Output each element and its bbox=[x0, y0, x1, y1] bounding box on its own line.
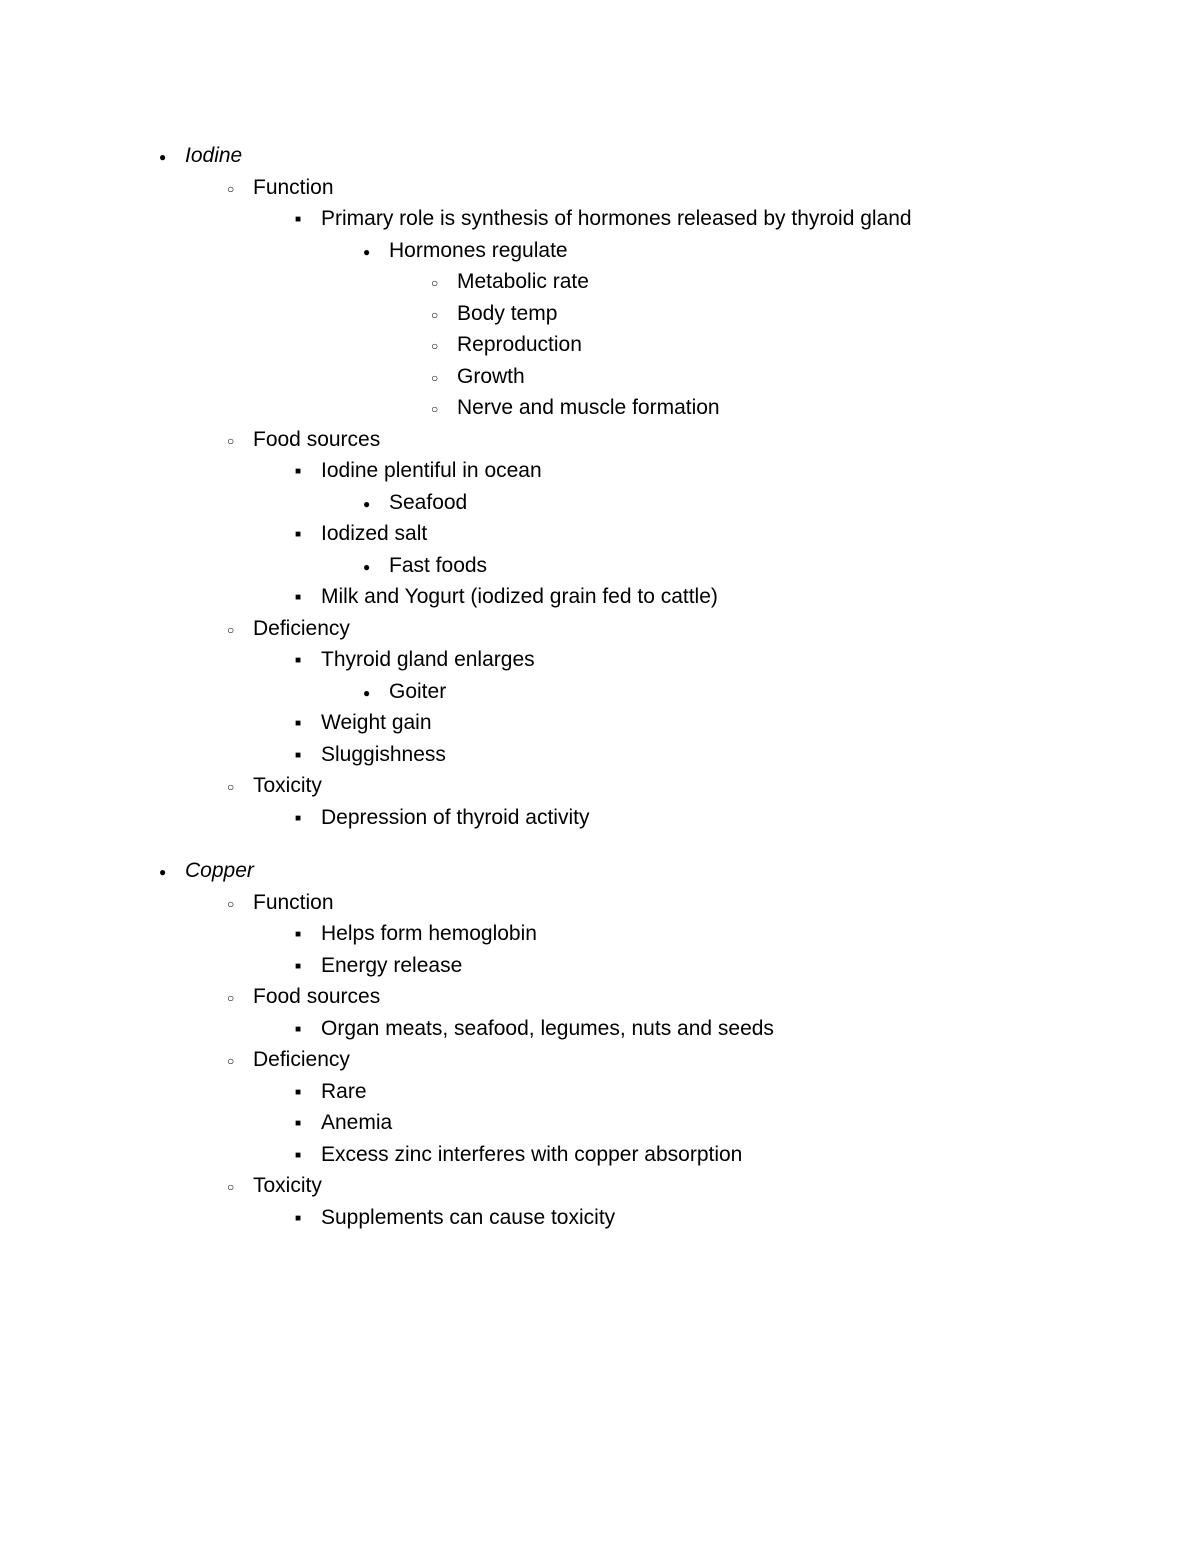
regulate-metabolic-text: Metabolic rate bbox=[457, 270, 589, 293]
food-iodized-salt-text: Iodized salt bbox=[321, 522, 427, 545]
copper-toxicity-label: Toxicity bbox=[253, 1174, 322, 1197]
iodine-toxicity: Toxicity Depression of thyroid activity bbox=[213, 770, 1100, 833]
toxicity-list: Depression of thyroid activity bbox=[281, 802, 1100, 834]
copper-toxicity: Toxicity Supplements can cause toxicity bbox=[213, 1170, 1100, 1233]
deficiency-weightgain-text: Weight gain bbox=[321, 711, 432, 734]
copper-supplements-text: Supplements can cause toxicity bbox=[321, 1206, 615, 1229]
copper-toxicity-list: Supplements can cause toxicity bbox=[281, 1202, 1100, 1234]
copper-function-label: Function bbox=[253, 891, 334, 914]
outline-root-2: Copper Function Helps form hemoglobin En… bbox=[145, 855, 1100, 1233]
function-label: Function bbox=[253, 176, 334, 199]
food-sources-list: Iodine plentiful in ocean Seafood Iodize… bbox=[281, 455, 1100, 613]
deficiency-weightgain: Weight gain bbox=[281, 707, 1100, 739]
function-primary: Primary role is synthesis of hormones re… bbox=[281, 203, 1100, 424]
copper-zinc: Excess zinc interferes with copper absor… bbox=[281, 1139, 1100, 1171]
toxicity-depression-text: Depression of thyroid activity bbox=[321, 806, 589, 829]
food-ocean: Iodine plentiful in ocean Seafood bbox=[281, 455, 1100, 518]
regulate-bodytemp: Body temp bbox=[417, 298, 1100, 330]
copper-organ: Organ meats, seafood, legumes, nuts and … bbox=[281, 1013, 1100, 1045]
outline-root: Iodine Function Primary role is synthesi… bbox=[145, 140, 1100, 833]
iodine-title: Iodine bbox=[185, 144, 242, 167]
hormones-regulate-text: Hormones regulate bbox=[389, 239, 568, 262]
toxicity-depression: Depression of thyroid activity bbox=[281, 802, 1100, 834]
copper-deficiency-list: Rare Anemia Excess zinc interferes with … bbox=[281, 1076, 1100, 1171]
copper-function: Function Helps form hemoglobin Energy re… bbox=[213, 887, 1100, 982]
copper-deficiency-label: Deficiency bbox=[253, 1048, 350, 1071]
copper-sections: Function Helps form hemoglobin Energy re… bbox=[213, 887, 1100, 1234]
hormones-list: Hormones regulate Metabolic rate Body te… bbox=[349, 235, 1100, 424]
iodine-item: Iodine Function Primary role is synthesi… bbox=[145, 140, 1100, 833]
deficiency-list: Thyroid gland enlarges Goiter Weight gai… bbox=[281, 644, 1100, 770]
copper-zinc-text: Excess zinc interferes with copper absor… bbox=[321, 1143, 742, 1166]
food-ocean-text: Iodine plentiful in ocean bbox=[321, 459, 542, 482]
function-primary-text: Primary role is synthesis of hormones re… bbox=[321, 207, 912, 230]
copper-deficiency: Deficiency Rare Anemia Excess zinc inter… bbox=[213, 1044, 1100, 1170]
function-list: Primary role is synthesis of hormones re… bbox=[281, 203, 1100, 424]
food-salt-sub: Fast foods bbox=[349, 550, 1100, 582]
copper-energy-text: Energy release bbox=[321, 954, 462, 977]
regulate-items: Metabolic rate Body temp Reproduction Gr… bbox=[417, 266, 1100, 424]
regulate-nerve: Nerve and muscle formation bbox=[417, 392, 1100, 424]
iodine-food-sources: Food sources Iodine plentiful in ocean S… bbox=[213, 424, 1100, 613]
copper-food-sources: Food sources Organ meats, seafood, legum… bbox=[213, 981, 1100, 1044]
copper-item: Copper Function Helps form hemoglobin En… bbox=[145, 855, 1100, 1233]
toxicity-label: Toxicity bbox=[253, 774, 322, 797]
copper-anemia-text: Anemia bbox=[321, 1111, 392, 1134]
food-fastfoods-text: Fast foods bbox=[389, 554, 487, 577]
copper-energy: Energy release bbox=[281, 950, 1100, 982]
regulate-reproduction-text: Reproduction bbox=[457, 333, 582, 356]
food-seafood-text: Seafood bbox=[389, 491, 467, 514]
copper-food-list: Organ meats, seafood, legumes, nuts and … bbox=[281, 1013, 1100, 1045]
food-ocean-sub: Seafood bbox=[349, 487, 1100, 519]
regulate-bodytemp-text: Body temp bbox=[457, 302, 557, 325]
iodine-deficiency: Deficiency Thyroid gland enlarges Goiter… bbox=[213, 613, 1100, 771]
copper-rare-text: Rare bbox=[321, 1080, 367, 1103]
copper-title: Copper bbox=[185, 859, 254, 882]
deficiency-sluggishness: Sluggishness bbox=[281, 739, 1100, 771]
copper-food-label: Food sources bbox=[253, 985, 380, 1008]
regulate-nerve-text: Nerve and muscle formation bbox=[457, 396, 720, 419]
regulate-growth: Growth bbox=[417, 361, 1100, 393]
copper-anemia: Anemia bbox=[281, 1107, 1100, 1139]
copper-rare: Rare bbox=[281, 1076, 1100, 1108]
regulate-growth-text: Growth bbox=[457, 365, 525, 388]
copper-hemoglobin-text: Helps form hemoglobin bbox=[321, 922, 537, 945]
copper-function-list: Helps form hemoglobin Energy release bbox=[281, 918, 1100, 981]
iodine-sections: Function Primary role is synthesis of ho… bbox=[213, 172, 1100, 834]
food-sources-label: Food sources bbox=[253, 428, 380, 451]
hormones-regulate: Hormones regulate Metabolic rate Body te… bbox=[349, 235, 1100, 424]
deficiency-thyroid-text: Thyroid gland enlarges bbox=[321, 648, 535, 671]
deficiency-label: Deficiency bbox=[253, 617, 350, 640]
copper-supplements: Supplements can cause toxicity bbox=[281, 1202, 1100, 1234]
deficiency-goiter: Goiter bbox=[349, 676, 1100, 708]
copper-hemoglobin: Helps form hemoglobin bbox=[281, 918, 1100, 950]
food-iodized-salt: Iodized salt Fast foods bbox=[281, 518, 1100, 581]
deficiency-sluggishness-text: Sluggishness bbox=[321, 743, 446, 766]
section-spacer bbox=[145, 833, 1100, 855]
regulate-reproduction: Reproduction bbox=[417, 329, 1100, 361]
iodine-function: Function Primary role is synthesis of ho… bbox=[213, 172, 1100, 424]
regulate-metabolic: Metabolic rate bbox=[417, 266, 1100, 298]
food-milk-yogurt: Milk and Yogurt (iodized grain fed to ca… bbox=[281, 581, 1100, 613]
food-seafood: Seafood bbox=[349, 487, 1100, 519]
deficiency-thyroid-sub: Goiter bbox=[349, 676, 1100, 708]
food-milk-yogurt-text: Milk and Yogurt (iodized grain fed to ca… bbox=[321, 585, 718, 608]
deficiency-thyroid: Thyroid gland enlarges Goiter bbox=[281, 644, 1100, 707]
food-fastfoods: Fast foods bbox=[349, 550, 1100, 582]
deficiency-goiter-text: Goiter bbox=[389, 680, 446, 703]
copper-organ-text: Organ meats, seafood, legumes, nuts and … bbox=[321, 1017, 774, 1040]
